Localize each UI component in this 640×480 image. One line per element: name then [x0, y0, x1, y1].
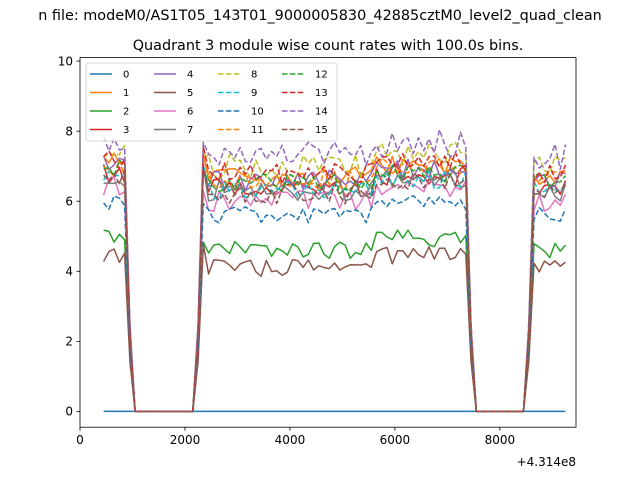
series-lines	[102, 128, 567, 413]
series-line-10	[103, 194, 567, 413]
legend-label: 3	[123, 125, 129, 136]
y-tick-label: 6	[65, 195, 73, 209]
legend-label: 0	[123, 70, 129, 81]
series-line-13	[103, 145, 567, 413]
series-line-7	[103, 165, 567, 413]
series-line-12	[103, 159, 567, 413]
x-tick-label: 2000	[170, 433, 201, 447]
legend-label: 13	[315, 88, 328, 99]
x-axis: 0 2000 4000 6000 8000	[76, 427, 515, 447]
legend-label: 10	[251, 107, 264, 118]
legend-frame	[85, 62, 338, 142]
series-line-9	[102, 164, 567, 413]
series-line-5	[102, 243, 566, 413]
x-tick-label: 4000	[275, 433, 306, 447]
series-line-11	[103, 153, 566, 413]
legend-label: 4	[187, 70, 193, 81]
legend-label: 11	[251, 125, 264, 136]
y-tick-label: 10	[58, 54, 73, 68]
legend-label: 8	[251, 70, 257, 81]
x-offset-label: +4.314e8	[517, 455, 576, 469]
legend-label: 9	[251, 88, 257, 99]
y-tick-label: 0	[65, 405, 73, 419]
x-tick-label: 0	[76, 433, 84, 447]
y-axis: 0 2 4 6 8 10	[58, 54, 80, 419]
legend-label: 5	[187, 88, 193, 99]
y-tick-label: 8	[65, 124, 73, 138]
legend-label: 14	[315, 107, 328, 118]
series-line-2	[103, 229, 567, 413]
legend-label: 7	[187, 125, 193, 136]
legend-label: 6	[187, 107, 193, 118]
y-tick-label: 2	[65, 335, 73, 349]
series-line-1	[103, 152, 566, 413]
x-tick-label: 6000	[380, 433, 411, 447]
figure-suptitle: n file: modeM0/AS1T05_143T01_9000005830_…	[38, 8, 602, 24]
series-line-15	[103, 165, 566, 413]
legend-label: 1	[123, 88, 129, 99]
legend-label: 2	[123, 107, 129, 118]
y-tick-label: 4	[65, 265, 73, 279]
series-line-3	[102, 163, 567, 413]
legend-label: 15	[315, 125, 328, 136]
series-line-6	[102, 176, 567, 413]
legend-label: 12	[315, 70, 328, 81]
axes-frame	[79, 57, 577, 428]
chart-title: Quadrant 3 module wise count rates with …	[133, 38, 524, 54]
x-tick-label: 8000	[485, 433, 516, 447]
